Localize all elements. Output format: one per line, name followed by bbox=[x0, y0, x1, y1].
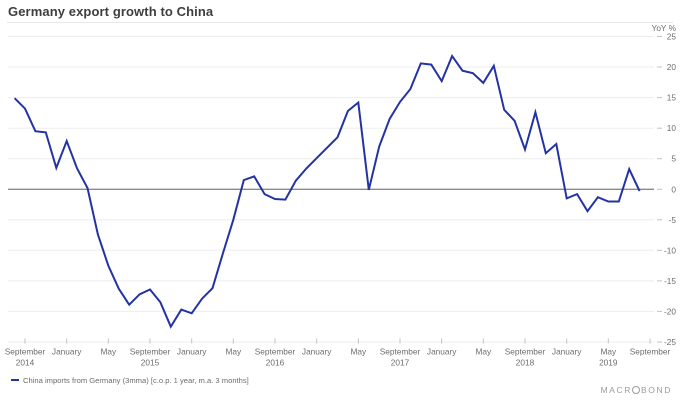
x-axis-label: September bbox=[630, 347, 671, 357]
y-axis-label: -5 bbox=[669, 215, 677, 225]
x-axis-year-label: 2016 bbox=[266, 358, 285, 368]
x-axis-year-label: 2017 bbox=[391, 358, 410, 368]
y-axis-label: 15 bbox=[667, 93, 677, 103]
x-axis-label: May bbox=[350, 347, 367, 357]
macrobond-logo: MACR BOND bbox=[601, 385, 672, 395]
x-axis-label: January bbox=[427, 347, 457, 357]
y-axis-label: 20 bbox=[667, 62, 677, 72]
logo-text-before-o: MACR bbox=[600, 385, 633, 395]
x-axis-label: September bbox=[130, 347, 171, 357]
x-axis-label: May bbox=[600, 347, 617, 357]
legend-line-swatch bbox=[11, 379, 19, 381]
y-axis-label: -20 bbox=[664, 306, 676, 316]
x-axis-label: January bbox=[552, 347, 582, 357]
y-axis-label: 5 bbox=[671, 154, 676, 164]
x-axis-label: January bbox=[177, 347, 207, 357]
logo-text-after-o: BOND bbox=[641, 385, 672, 395]
page-title: Germany export growth to China bbox=[8, 4, 214, 19]
y-axis-unit-label: YoY % bbox=[652, 23, 677, 33]
x-axis-year-label: 2015 bbox=[141, 358, 160, 368]
x-axis-label: September bbox=[5, 347, 46, 357]
x-axis-label: September bbox=[255, 347, 296, 357]
y-axis-label: 0 bbox=[671, 184, 676, 194]
y-axis-label: -25 bbox=[664, 337, 676, 347]
x-axis-label: January bbox=[302, 347, 332, 357]
y-axis-label: -15 bbox=[664, 276, 676, 286]
title-divider bbox=[7, 22, 673, 23]
x-axis-year-label: 2019 bbox=[599, 358, 618, 368]
y-axis-label: -10 bbox=[664, 245, 676, 255]
y-axis-label: 10 bbox=[667, 123, 677, 133]
x-axis-label: September bbox=[505, 347, 546, 357]
logo-o-circle-icon bbox=[632, 386, 641, 394]
x-axis-label: May bbox=[475, 347, 492, 357]
data-line bbox=[13, 54, 641, 329]
x-axis-label: May bbox=[225, 347, 242, 357]
x-axis-year-label: 2014 bbox=[16, 358, 35, 368]
y-axis-label: 25 bbox=[667, 32, 677, 42]
x-axis-label: September bbox=[380, 347, 421, 357]
x-axis-year-label: 2018 bbox=[516, 358, 535, 368]
legend: China imports from Germany (3mma) [c.o.p… bbox=[11, 375, 249, 385]
x-axis-label: January bbox=[52, 347, 82, 357]
x-axis-label: May bbox=[100, 347, 117, 357]
legend-label: China imports from Germany (3mma) [c.o.p… bbox=[23, 375, 249, 385]
